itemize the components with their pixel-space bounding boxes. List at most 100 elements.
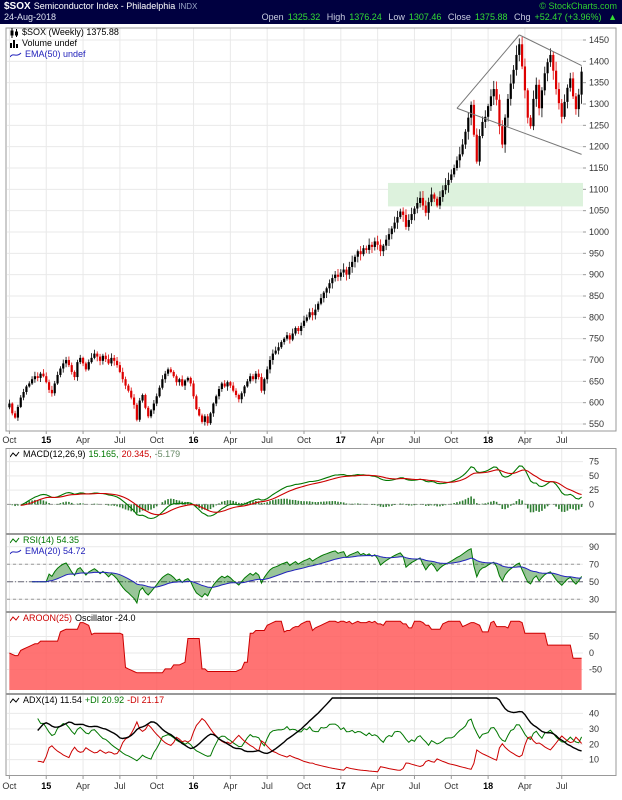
copyright: © StockCharts.com	[539, 1, 617, 11]
chart-date: 24-Aug-2018	[4, 12, 57, 22]
chart-title: $SOX Semiconductor Index - Philadelphia IN…	[4, 1, 197, 12]
svg-text:Oct: Oct	[2, 781, 17, 791]
svg-text:Jul: Jul	[409, 781, 421, 791]
macd-panel-svg: 75 50 25 0	[5, 448, 617, 534]
low-value: 1307.46	[408, 12, 442, 22]
svg-text:30: 30	[589, 594, 599, 604]
rsi-label: RSI(14) 54.35	[23, 535, 80, 545]
adx-panel-svg: 40 30 20 10	[5, 694, 617, 776]
ema-line-icon	[10, 51, 22, 59]
svg-text:16: 16	[189, 435, 199, 445]
svg-text:Jul: Jul	[409, 435, 421, 445]
svg-text:17: 17	[336, 781, 346, 791]
minus-di-value: -DI 21.17	[127, 695, 165, 705]
svg-text:650: 650	[589, 376, 604, 386]
macd-legend: MACD(12,26,9) 15.165, 20.345, -5.179	[10, 449, 180, 460]
svg-text:0: 0	[589, 499, 594, 509]
close-label: Close	[447, 12, 471, 22]
plus-di-value: +DI 20.92	[84, 695, 125, 705]
volume-legend: Volume undef	[22, 38, 78, 48]
bottom-axis-svg: Oct 15 Apr Jul Oct 16 Apr Jul Oct 17 Apr Jul Oct 18 Ap…	[2, 776, 568, 791]
aroon-label: AROON(25)	[23, 613, 73, 623]
macd-icon	[10, 451, 20, 459]
svg-text:40: 40	[589, 708, 599, 718]
candlestick-icon	[10, 27, 19, 38]
open-value: 1325.32	[287, 12, 321, 22]
adx-icon	[10, 697, 20, 705]
adx-legend: ADX(14) 11.54 +DI 20.92 -DI 21.17	[10, 695, 164, 706]
macd-label: MACD(12,26,9)	[23, 449, 86, 459]
open-label: Open	[261, 12, 284, 22]
svg-text:750: 750	[589, 334, 604, 344]
svg-text:50: 50	[589, 631, 599, 641]
macd-value-line: 15.165,	[88, 449, 119, 459]
svg-text:900: 900	[589, 270, 604, 280]
svg-text:1000: 1000	[589, 227, 609, 237]
rsi-panel-svg: 90 70 50 30	[5, 534, 617, 612]
index-name: Semiconductor Index - Philadelphia	[33, 1, 176, 11]
chg-value: +52.47 (+3.96%)	[534, 12, 602, 22]
exchange-tag: INDX	[178, 2, 198, 11]
svg-text:700: 700	[589, 355, 604, 365]
svg-text:20: 20	[589, 739, 599, 749]
svg-text:1100: 1100	[589, 184, 608, 194]
volume-icon	[10, 39, 19, 48]
svg-text:550: 550	[589, 419, 604, 429]
main-chart-svg: 1450 1400 1350 1300 1250 1200 1150 1100 1050 1000…	[2, 27, 617, 445]
svg-text:Oct: Oct	[444, 781, 459, 791]
aroon-panel-svg: 50 0 -50	[5, 612, 617, 694]
svg-text:Oct: Oct	[297, 781, 312, 791]
rsi-icon	[10, 537, 20, 545]
main-legend: $SOX (Weekly) 1375.88 Volume undef EMA(5…	[10, 27, 119, 60]
svg-text:1200: 1200	[589, 142, 609, 152]
quote-line: Open 1325.32 High 1376.24 Low 1307.46 Close…	[258, 12, 617, 23]
close-value: 1375.88	[474, 12, 508, 22]
svg-text:Apr: Apr	[223, 781, 237, 791]
svg-text:Oct: Oct	[2, 435, 17, 445]
svg-text:1150: 1150	[589, 163, 608, 173]
up-arrow-icon: ▲	[608, 12, 617, 22]
svg-text:Apr: Apr	[371, 435, 385, 445]
chg-label: Chg	[513, 12, 531, 22]
svg-text:Apr: Apr	[371, 781, 385, 791]
rsi-ema-icon	[10, 548, 22, 556]
main-legend-symbol: $SOX (Weekly) 1375.88	[22, 27, 119, 37]
svg-text:18: 18	[483, 781, 493, 791]
macd-value-hist: -5.179	[154, 449, 181, 459]
aroon-osc-value: Oscillator -24.0	[75, 613, 136, 623]
svg-text:16: 16	[189, 781, 199, 791]
symbol: $SOX	[4, 1, 31, 12]
svg-text:0: 0	[589, 648, 594, 658]
svg-text:Jul: Jul	[114, 435, 126, 445]
svg-text:75: 75	[589, 457, 599, 467]
svg-text:1050: 1050	[589, 206, 609, 216]
svg-text:1300: 1300	[589, 99, 609, 109]
high-label: High	[326, 12, 346, 22]
svg-text:Oct: Oct	[150, 435, 165, 445]
rsi-legend: RSI(14) 54.35 EMA(20) 54.72	[10, 535, 86, 557]
svg-text:800: 800	[589, 312, 604, 322]
aroon-icon	[10, 615, 20, 623]
svg-text:50: 50	[589, 471, 599, 481]
low-label: Low	[388, 12, 405, 22]
svg-text:50: 50	[589, 577, 599, 587]
rsi-ema-label: EMA(20) 54.72	[25, 546, 86, 556]
svg-text:17: 17	[336, 435, 346, 445]
svg-text:1400: 1400	[589, 56, 609, 66]
svg-text:950: 950	[589, 248, 604, 258]
svg-text:Apr: Apr	[76, 435, 90, 445]
svg-text:15: 15	[41, 435, 51, 445]
svg-text:15: 15	[41, 781, 51, 791]
svg-text:Jul: Jul	[556, 781, 568, 791]
svg-text:-50: -50	[589, 665, 602, 675]
header: $SOX Semiconductor Index - Philadelphia IN…	[0, 0, 622, 24]
svg-text:Apr: Apr	[518, 781, 532, 791]
svg-text:Jul: Jul	[114, 781, 126, 791]
svg-text:18: 18	[483, 435, 493, 445]
macd-value-signal: 20.345,	[121, 449, 152, 459]
svg-text:Jul: Jul	[261, 781, 273, 791]
svg-text:Oct: Oct	[150, 781, 165, 791]
ema-legend: EMA(50) undef	[25, 49, 86, 59]
svg-text:600: 600	[589, 398, 604, 408]
